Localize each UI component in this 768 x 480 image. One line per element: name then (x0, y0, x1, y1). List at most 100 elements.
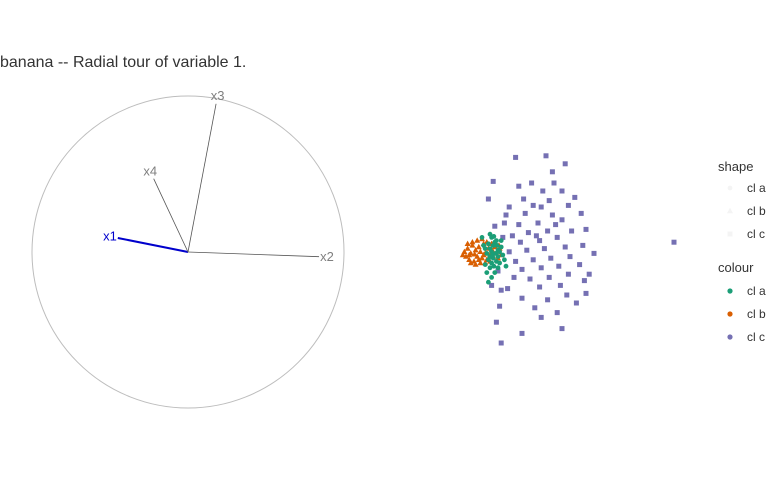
data-point-cl-c (562, 244, 568, 250)
data-point-cl-c (533, 233, 539, 239)
data-point-cl-c (495, 268, 501, 274)
data-point-cl-c (564, 292, 570, 298)
data-point-cl-b (469, 239, 476, 245)
legend-colour-entry: cl a (747, 284, 766, 298)
data-point-cl-c (492, 223, 498, 229)
data-point-cl-c (519, 266, 525, 272)
legend: shape cl a cl b cl c colour cl a cl b cl c (718, 159, 766, 344)
legend-shape-title: shape (718, 159, 753, 174)
data-point-cl-a (482, 262, 488, 267)
legend-shape-entry: cl b (747, 204, 766, 218)
axis-label-x2: x2 (320, 249, 334, 264)
data-point-cl-a (484, 251, 490, 256)
data-point-cl-b (469, 242, 476, 248)
data-point-cl-c (546, 198, 552, 204)
data-point-cl-c (551, 180, 557, 186)
data-point-cl-c (530, 257, 536, 263)
data-point-cl-c (545, 228, 551, 234)
unit-circle (31, 95, 345, 409)
data-point-cl-a (494, 243, 500, 248)
data-point-cl-c (548, 255, 554, 261)
legend-shape-entry: cl a (747, 181, 766, 195)
data-point-cl-c (559, 217, 565, 223)
data-point-cl-c (500, 234, 506, 240)
data-point-cl-c (535, 220, 541, 226)
data-point-cl-c (557, 282, 563, 288)
data-point-cl-a (490, 252, 495, 258)
data-point-cl-c (580, 242, 586, 248)
data-point-cl-a (486, 279, 491, 285)
data-point-cl-b (475, 256, 482, 262)
data-point-cl-b (477, 259, 484, 266)
legend-colour-entry: cl b (747, 307, 766, 321)
axis-label-x1: x1 (103, 228, 117, 243)
data-point-cl-a (494, 238, 499, 244)
data-point-cl-a (497, 249, 502, 255)
data-point-cl-b (477, 248, 484, 254)
data-point-cl-c (549, 212, 555, 218)
data-point-cl-c (583, 226, 589, 232)
data-point-cl-c (538, 204, 544, 210)
data-point-cl-a (503, 263, 509, 269)
legend-colour-key (727, 288, 733, 294)
data-point-cl-c (572, 194, 578, 200)
data-point-cl-c (490, 178, 496, 184)
data-point-cl-c (543, 153, 549, 159)
axes-panel: x1 x2 x3 x4 (31, 88, 345, 409)
data-point-cl-b (464, 245, 471, 251)
data-point-cl-c (522, 210, 528, 216)
data-point-cl-c (565, 202, 571, 208)
data-point-cl-c (489, 282, 495, 288)
data-point-cl-b (479, 255, 485, 261)
data-point-cl-a (479, 235, 485, 240)
data-point-cl-b (466, 251, 473, 258)
data-point-cl-c (554, 234, 560, 240)
data-point-cl-c (513, 154, 519, 160)
axis-line-x1 (117, 236, 189, 253)
axis-line-x4 (153, 178, 189, 253)
legend-colour-key (727, 311, 733, 317)
data-point-cl-a (486, 257, 491, 263)
data-point-cl-c (516, 222, 522, 228)
data-point-cl-b (480, 251, 487, 258)
data-point-cl-b (463, 253, 469, 259)
data-point-cl-c (517, 239, 523, 245)
data-point-cl-c (498, 287, 504, 293)
data-point-cl-a (500, 252, 506, 258)
data-point-cl-a (481, 243, 486, 248)
data-point-cl-b (464, 240, 471, 246)
data-point-cl-c (521, 196, 527, 202)
data-point-cl-c (501, 220, 507, 226)
data-point-cl-c (505, 286, 511, 292)
data-point-cl-c (554, 310, 560, 316)
data-point-cl-a (491, 234, 497, 239)
data-point-cl-c (567, 254, 573, 260)
data-point-cl-c (511, 274, 517, 280)
axis-line-x3 (187, 103, 217, 253)
data-point-cl-c (538, 265, 544, 271)
chart-title: banana -- Radial tour of variable 1. (0, 54, 247, 71)
data-point-cl-a (495, 254, 501, 259)
data-point-cl-b (472, 247, 479, 253)
data-point-cl-a (497, 260, 502, 266)
legend-shape-key (727, 185, 733, 191)
data-point-cl-a (502, 257, 507, 263)
data-point-cl-c (577, 262, 583, 268)
data-point-cl-c (519, 295, 525, 301)
data-point-cl-c (540, 188, 546, 194)
data-point-cl-c (546, 274, 552, 280)
legend-colour-title: colour (718, 260, 754, 275)
data-point-cl-c (527, 276, 533, 282)
data-point-cl-c (497, 303, 503, 309)
data-point-cl-c (513, 258, 519, 264)
data-point-cl-a (484, 270, 490, 275)
data-point-cl-a (487, 265, 493, 271)
data-point-cl-c (530, 202, 536, 208)
legend-colour-key (727, 334, 733, 340)
data-point-cl-a (490, 243, 496, 248)
data-point-cl-c (516, 183, 522, 189)
data-point-cl-a (492, 270, 498, 275)
data-point-cl-b (467, 259, 474, 266)
data-point-cl-c (549, 169, 555, 175)
data-point-cl-c (553, 222, 559, 228)
